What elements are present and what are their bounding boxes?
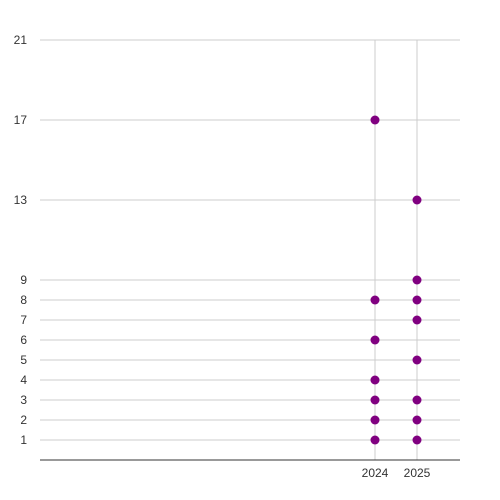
y-tick-label: 4 [20, 373, 27, 387]
data-point [370, 335, 380, 345]
y-tick-label: 13 [14, 193, 28, 207]
data-point [412, 315, 422, 325]
data-point [412, 275, 422, 285]
y-tick-label: 2 [20, 413, 27, 427]
y-tick-label: 7 [20, 313, 27, 327]
data-point [370, 395, 380, 405]
data-point [370, 115, 380, 125]
data-point [412, 195, 422, 205]
data-point [370, 415, 380, 425]
y-tick-label: 5 [20, 353, 27, 367]
y-tick-label: 17 [14, 113, 28, 127]
x-tick-labels: 2024 2025 [362, 466, 431, 480]
data-point [412, 395, 422, 405]
y-tick-label: 6 [20, 333, 27, 347]
x-tick-label: 2024 [362, 466, 389, 480]
y-tick-label: 1 [20, 433, 27, 447]
data-points [370, 115, 422, 445]
data-point [370, 435, 380, 445]
data-point [412, 295, 422, 305]
y-tick-labels: 1 2 3 4 5 6 7 8 9 13 17 21 [14, 33, 28, 447]
data-point [412, 415, 422, 425]
y-tick-label: 8 [20, 293, 27, 307]
data-point [412, 435, 422, 445]
data-point [370, 295, 380, 305]
y-tick-label: 21 [14, 33, 28, 47]
x-tick-label: 2025 [404, 466, 431, 480]
y-tick-label: 3 [20, 393, 27, 407]
data-point [412, 355, 422, 365]
gridlines [40, 39, 460, 460]
data-point [370, 375, 380, 385]
y-tick-label: 9 [20, 273, 27, 287]
